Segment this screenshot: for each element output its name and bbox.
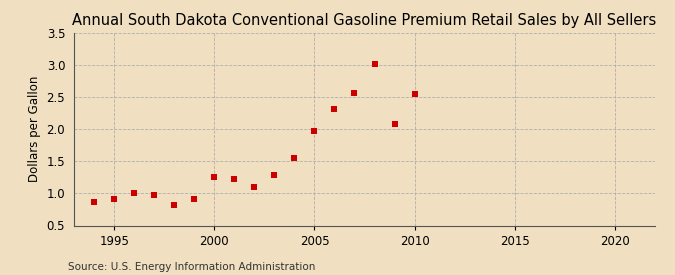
Point (169, 203, 180, 207)
Title: Annual South Dakota Conventional Gasoline Premium Retail Sales by All Sellers: Annual South Dakota Conventional Gasolin… (72, 13, 657, 28)
Point (409, 92, 420, 96)
Point (249, 185, 260, 189)
Point (109, 196, 119, 201)
Point (349, 90, 360, 95)
Point (309, 129, 320, 133)
Y-axis label: Dollars per Gallon: Dollars per Gallon (28, 76, 41, 182)
Point (209, 175, 220, 180)
Point (369, 62, 380, 66)
Point (389, 122, 400, 126)
Point (129, 191, 140, 196)
Point (89, 200, 100, 204)
Point (149, 192, 160, 197)
Point (289, 156, 300, 160)
Point (229, 177, 240, 182)
Point (189, 196, 200, 201)
Text: Source: U.S. Energy Information Administration: Source: U.S. Energy Information Administ… (68, 262, 315, 272)
Point (269, 173, 280, 178)
Point (329, 106, 340, 111)
